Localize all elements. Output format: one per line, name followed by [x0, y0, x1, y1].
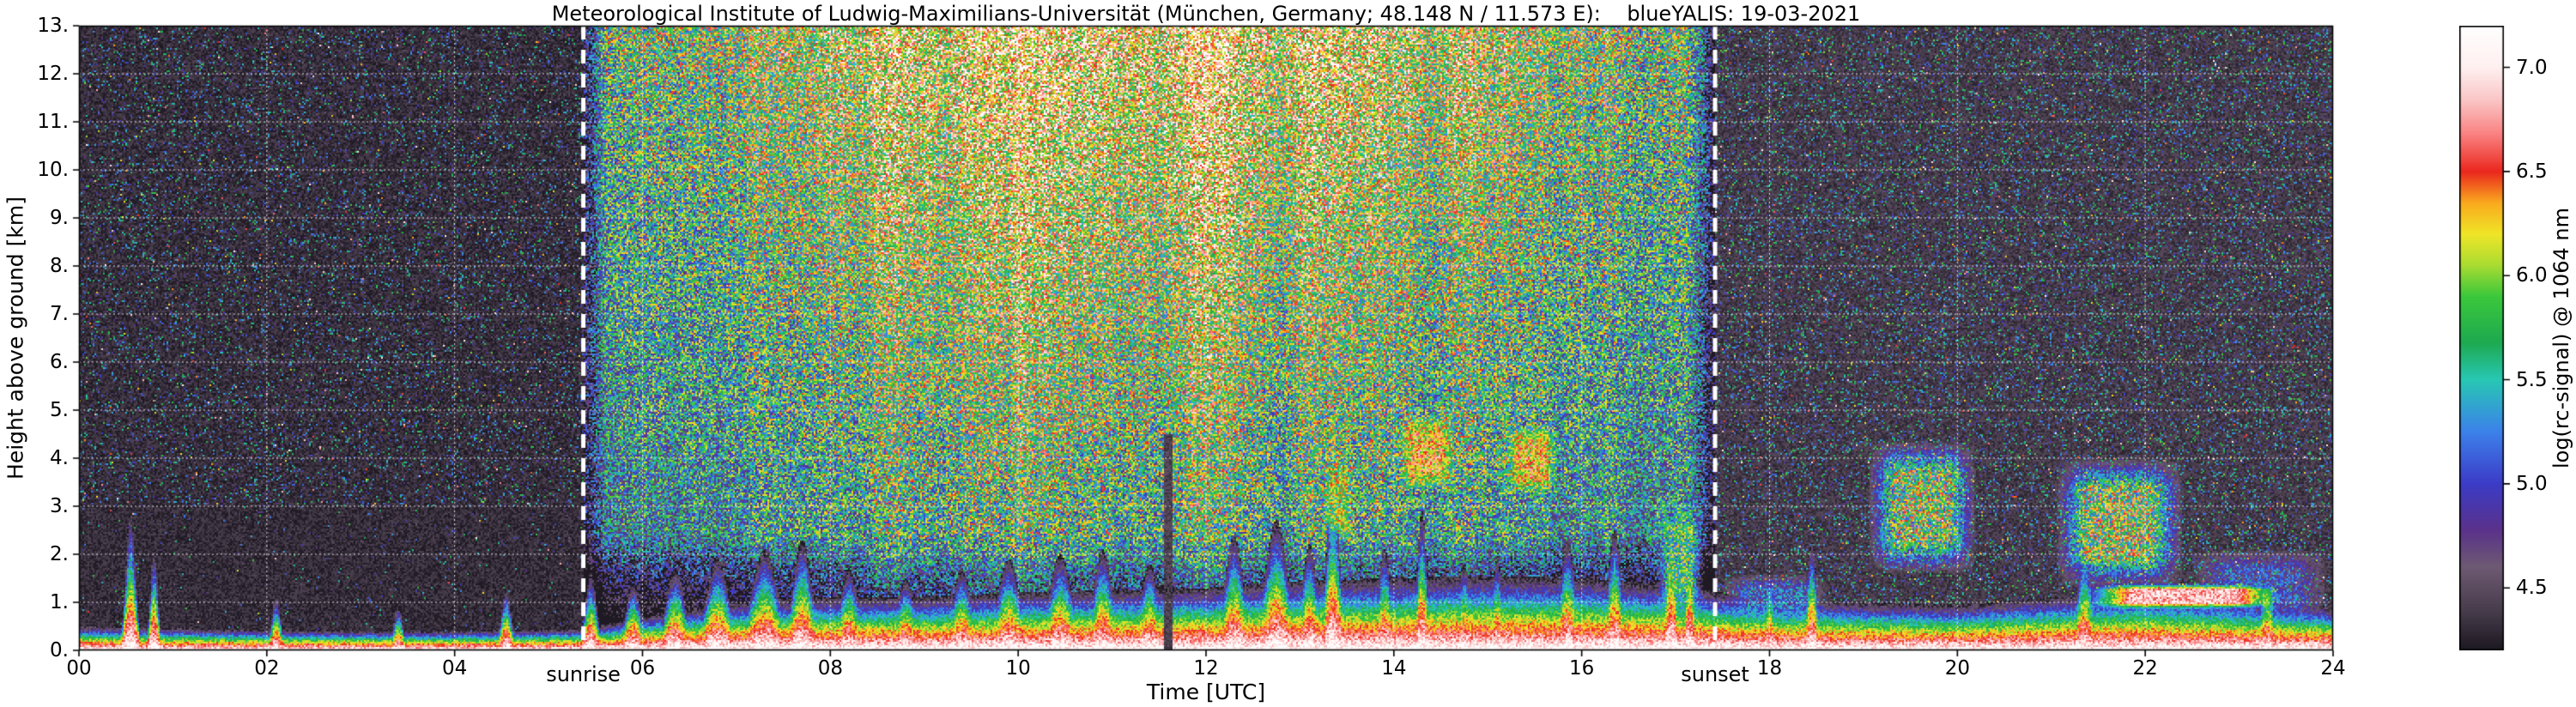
x-tick-label: 12	[1193, 657, 1219, 680]
y-tick-label: 2.	[50, 543, 69, 565]
y-tick-label: 12.	[37, 63, 69, 85]
y-tick-label: 3.	[50, 495, 69, 517]
colorbar-tick-label: 6.0	[2516, 264, 2548, 287]
x-tick-label: 14	[1381, 657, 1407, 680]
x-axis-label: Time [UTC]	[1146, 680, 1266, 704]
y-tick-label: 0.	[50, 639, 69, 662]
x-tick-label: 08	[817, 657, 843, 680]
colorbar-tick-label: 5.0	[2516, 472, 2548, 495]
x-tick-label: 24	[2320, 657, 2346, 680]
x-tick-label: 00	[66, 657, 92, 680]
colorbar-canvas	[2459, 26, 2511, 650]
y-axis-label: Height above ground [km]	[3, 196, 28, 480]
y-tick-label: 1.	[50, 591, 69, 613]
sunset-annotation: sunset	[1681, 662, 1749, 686]
y-tick-label: 10.	[37, 159, 69, 181]
y-tick-label: 13.	[37, 15, 69, 37]
sunrise-annotation: sunrise	[546, 662, 621, 686]
x-tick-label: 02	[254, 657, 280, 680]
x-tick-label: 10	[1005, 657, 1031, 680]
x-tick-label: 20	[1944, 657, 1970, 680]
x-tick-label: 06	[629, 657, 656, 680]
x-tick-label: 18	[1756, 657, 1783, 680]
colorbar-tick-label: 6.5	[2516, 160, 2548, 183]
x-tick-label: 16	[1569, 657, 1595, 680]
colorbar-tick-label: 5.5	[2516, 368, 2548, 391]
colorbar-label: log(rc-signal) @ 1064 nm	[2549, 207, 2573, 469]
x-tick-label: 22	[2132, 657, 2158, 680]
heatmap-plot-canvas	[72, 19, 2340, 657]
colorbar-tick-label: 7.0	[2516, 56, 2548, 79]
x-tick-label: 04	[442, 657, 468, 680]
colorbar-tick-label: 4.5	[2516, 577, 2548, 600]
y-tick-label: 11.	[37, 111, 69, 133]
